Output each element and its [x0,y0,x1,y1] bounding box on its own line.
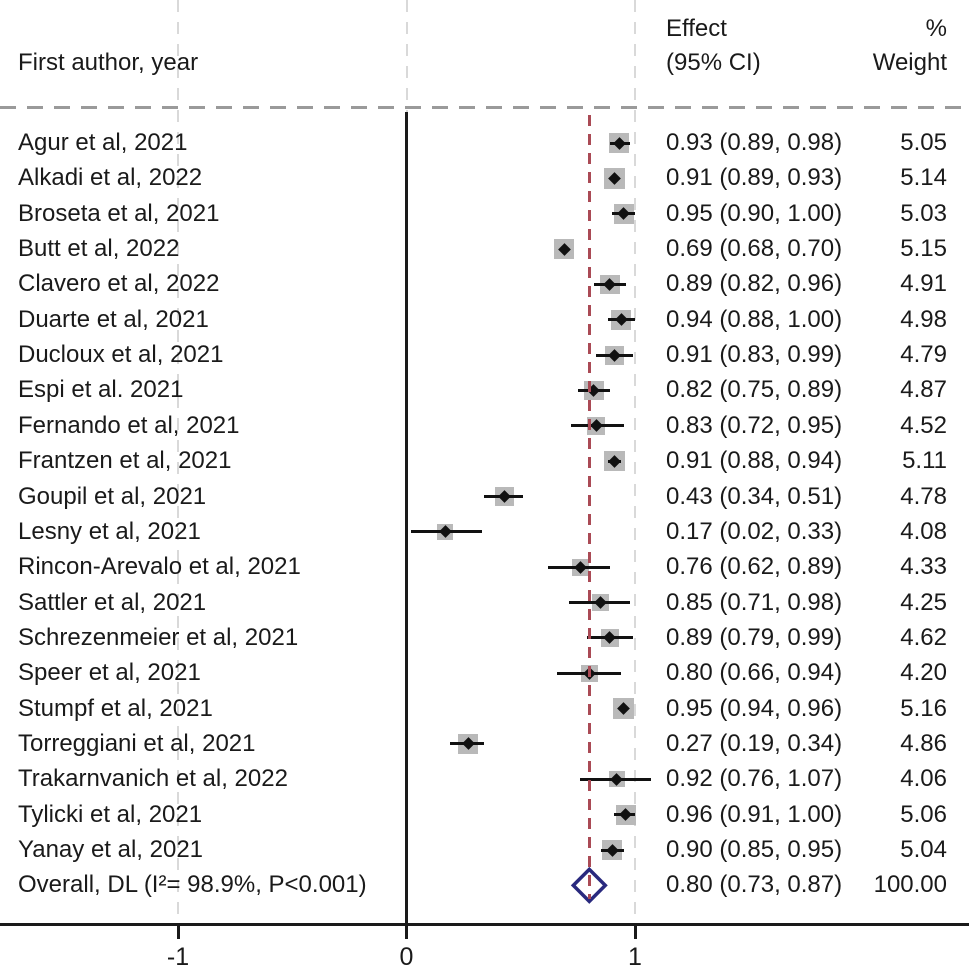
effect-ci-value: 0.95 (0.90, 1.00) [666,199,843,227]
column-header-effect: Effect [666,15,727,42]
effect-ci-value: 0.94 (0.88, 1.00) [666,305,843,333]
study-label: Agur et al, 2021 [18,129,188,156]
effect-ci-value: 0.93 (0.89, 0.98) [666,129,843,156]
x-axis-tick-label: 0 [399,943,414,971]
effect-ci-value: 0.89 (0.79, 0.99) [666,623,843,651]
weight-value: 5.05 [900,129,947,156]
weight-value: 4.87 [900,376,947,404]
x-axis-tick [176,926,180,939]
overall-estimate-reference-line [587,115,591,900]
effect-ci-value: 0.91 (0.88, 0.94) [666,447,843,475]
header-separator-dashed-line [0,106,969,109]
weight-value: 5.15 [900,235,947,263]
weight-value: 5.16 [900,694,947,722]
study-label: Torreggiani et al, 2021 [18,729,256,757]
x-axis-tick [405,926,408,939]
weight-value: 4.25 [900,588,947,616]
effect-ci-value: 0.80 (0.66, 0.94) [666,659,843,687]
study-label: Tylicki et al, 2021 [18,800,203,828]
study-label: Speer et al, 2021 [18,659,201,687]
zero-axis-line [405,112,408,923]
weight-value: 4.33 [900,553,947,581]
effect-ci-value: 0.92 (0.76, 1.07) [666,765,843,793]
column-header-percent: % [925,15,947,42]
effect-ci-value: 0.91 (0.89, 0.93) [666,164,843,192]
weight-value: 5.03 [900,199,947,227]
weight-value: 4.86 [900,729,947,757]
study-label: Duarte et al, 2021 [18,305,209,333]
weight-value: 4.52 [900,411,947,439]
study-label: Sattler et al, 2021 [18,588,207,616]
weight-value: 4.79 [900,341,947,369]
effect-ci-value: 0.43 (0.34, 0.51) [666,482,843,510]
effect-ci-value: 0.95 (0.94, 0.96) [666,694,843,722]
study-label: Trakarnvanich et al, 2022 [18,765,288,793]
study-label: Alkadi et al, 2022 [18,164,203,192]
study-label: Ducloux et al, 2021 [18,341,224,369]
column-header-weight: Weight [872,49,947,76]
x-axis-tick-label: -1 [166,943,190,971]
study-label: Fernando et al, 2021 [18,411,240,439]
study-label: Broseta et al, 2021 [18,199,220,227]
tick-gridline [634,0,636,923]
study-label: Rincon-Arevalo et al, 2021 [18,553,301,581]
overall-weight-value: 100.00 [873,871,947,899]
study-label: Goupil et al, 2021 [18,482,207,510]
weight-value: 4.62 [900,623,947,651]
study-label: Lesny et al, 2021 [18,517,201,545]
column-header-author: First author, year [18,49,199,76]
weight-value: 5.06 [900,800,947,828]
overall-effect-ci-value: 0.80 (0.73, 0.87) [666,871,843,899]
effect-ci-value: 0.76 (0.62, 0.89) [666,553,843,581]
weight-value: 5.04 [900,836,947,863]
weight-value: 4.20 [900,659,947,687]
weight-value: 5.11 [902,447,947,475]
overall-label: Overall, DL (I²= 98.9%, P<0.001) [18,871,367,899]
weight-value: 4.91 [900,270,947,298]
effect-ci-value: 0.85 (0.71, 0.98) [666,588,843,616]
study-label: Espi et al. 2021 [18,376,184,404]
weight-value: 4.78 [900,482,947,510]
study-label: Butt et al, 2022 [18,235,180,263]
study-label: Yanay et al, 2021 [18,836,204,863]
effect-ci-value: 0.69 (0.68, 0.70) [666,235,843,263]
x-axis-line [0,923,969,926]
column-header-effect-ci: (95% CI) [666,49,761,76]
effect-ci-value: 0.96 (0.91, 1.00) [666,800,843,828]
study-label: Clavero et al, 2022 [18,270,220,298]
effect-ci-value: 0.27 (0.19, 0.34) [666,729,843,757]
study-label: Stumpf et al, 2021 [18,694,213,722]
x-axis-tick [633,926,637,939]
weight-value: 4.08 [900,517,947,545]
weight-value: 4.98 [900,305,947,333]
tick-gridline [177,0,179,923]
effect-ci-value: 0.89 (0.82, 0.96) [666,270,843,298]
effect-ci-value: 0.83 (0.72, 0.95) [666,411,843,439]
weight-value: 5.14 [900,164,947,192]
study-label: Frantzen et al, 2021 [18,447,232,475]
effect-ci-value: 0.91 (0.83, 0.99) [666,341,843,369]
effect-ci-value: 0.90 (0.85, 0.95) [666,836,843,863]
x-axis-tick-label: 1 [628,943,642,971]
effect-ci-value: 0.17 (0.02, 0.33) [666,517,843,545]
study-label: Schrezenmeier et al, 2021 [18,623,299,651]
effect-ci-value: 0.82 (0.75, 0.89) [666,376,843,404]
weight-value: 4.06 [900,765,947,793]
